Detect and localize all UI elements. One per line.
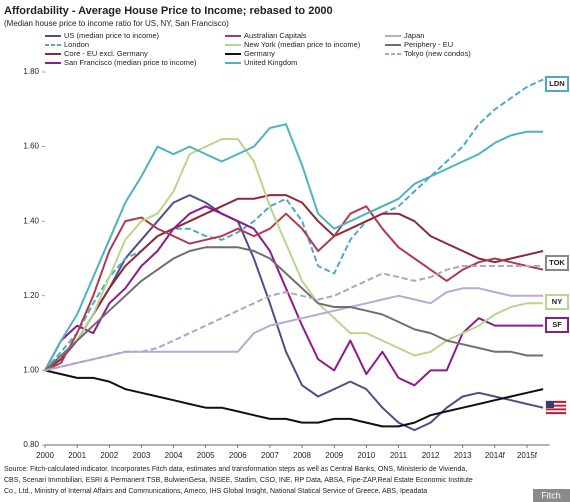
x-tick-label: 2003 (133, 451, 151, 460)
source-note: Source: Fitch-calculated indicator. Inco… (4, 466, 467, 473)
legend-label: US (median price to income) (64, 31, 160, 40)
series-line (44, 138, 544, 372)
legend-label: Australian Capitals (244, 31, 307, 40)
annotation: TOK (549, 258, 565, 267)
legend-label: Germany (244, 49, 275, 58)
annotation-box (545, 255, 569, 271)
y-tick-label: 1.40 (23, 216, 39, 225)
annotation-box (545, 294, 569, 310)
y-tick-label: 0.80 (23, 440, 39, 449)
x-tick-label: 2002 (100, 451, 118, 460)
us-flag-icon (545, 400, 567, 415)
x-tick-label: 2010 (357, 451, 375, 460)
x-tick-label: 2015f (517, 451, 538, 460)
legend-label: San Francisco (median price to income) (64, 58, 197, 67)
x-tick-label: 2000 (36, 451, 54, 460)
legend-label: Tokyo (new condos) (404, 49, 471, 58)
y-tick-label: 1.20 (23, 291, 39, 300)
legend-label: United Kingdom (244, 58, 297, 67)
series-line (44, 123, 544, 371)
chart-title: Affordability - Average House Price to I… (4, 5, 333, 17)
x-tick-label: 2008 (293, 451, 311, 460)
series-line (44, 265, 544, 372)
x-tick-label: 2014f (485, 451, 506, 460)
x-tick-label: 2006 (229, 451, 247, 460)
annotation: NY (552, 297, 562, 306)
series-line (44, 205, 544, 372)
x-tick-label: 2004 (165, 451, 183, 460)
annotation: LDN (549, 79, 564, 88)
legend-label: London (64, 40, 89, 49)
series-line (44, 205, 544, 387)
legend-label: Japan (404, 31, 424, 40)
x-tick-label: 2009 (325, 451, 343, 460)
legend-label: Core - EU excl. Germany (64, 49, 148, 58)
x-tick-label: 2005 (197, 451, 215, 460)
x-tick-label: 2007 (261, 451, 279, 460)
y-tick-label: 1.80 (23, 67, 39, 76)
chart-subtitle: (Median house price to income ratio for … (4, 19, 229, 28)
annotation-box (545, 317, 569, 333)
annotation: SF (552, 320, 562, 329)
x-tick-label: 2011 (390, 451, 408, 460)
y-tick-label: 1.60 (23, 142, 39, 151)
brand-box (533, 489, 570, 502)
series-line (44, 369, 544, 428)
x-tick-label: 2001 (68, 451, 86, 460)
series-line (44, 246, 544, 372)
series-line (44, 78, 544, 372)
annotation-box (545, 76, 569, 92)
brand: Fitch (541, 490, 561, 500)
series-line (44, 194, 544, 432)
y-tick-label: 1.00 (23, 366, 39, 375)
legend-label: New York (median price to income) (244, 40, 361, 49)
source-note: Co., Ltd., Ministry of Internal Affairs … (4, 488, 427, 495)
series-line (44, 194, 544, 372)
x-tick-label: 2012 (422, 451, 440, 460)
legend-label: Periphery - EU (404, 40, 453, 49)
x-tick-label: 2013 (454, 451, 472, 460)
source-note: CBS, Scenari Immobiliari, ESRI & Permane… (4, 477, 473, 484)
